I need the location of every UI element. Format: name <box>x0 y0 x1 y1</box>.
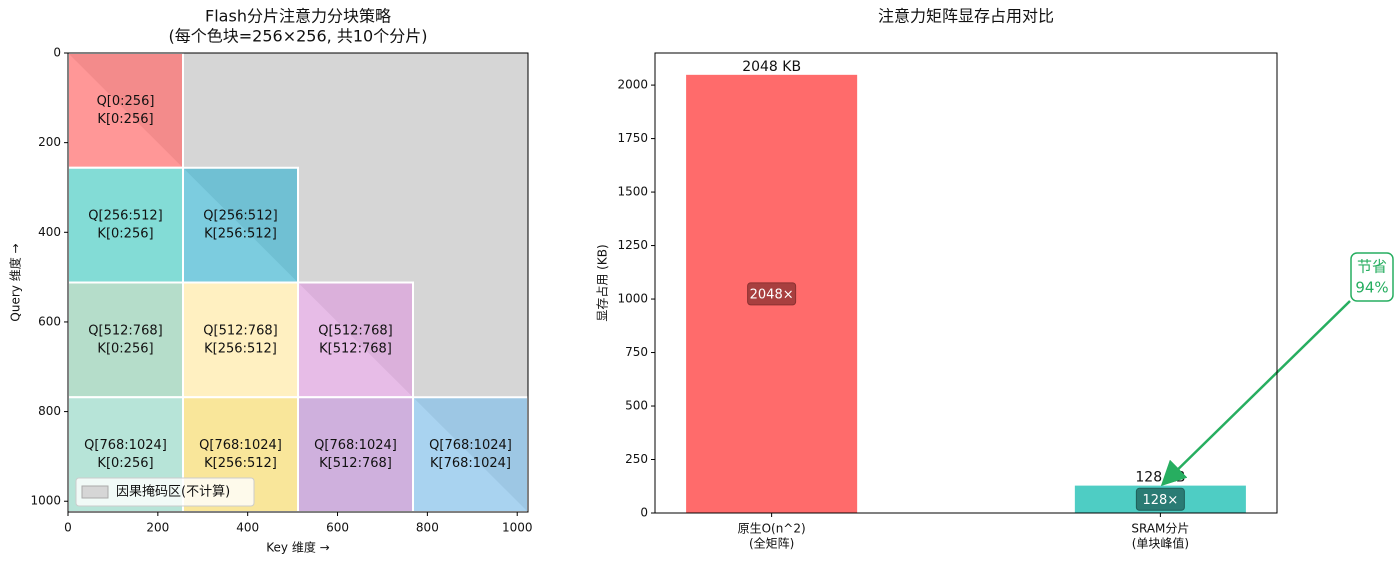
value-label: 128 KB <box>1135 470 1185 486</box>
inner-label-box <box>1135 487 1185 511</box>
x-tick-label: 200 <box>146 521 169 535</box>
annotation-box <box>1350 252 1394 302</box>
legend-box <box>75 477 255 507</box>
y-axis-label: Query 维度 → <box>8 243 23 321</box>
tile <box>412 396 529 513</box>
y-tick-label: 0 <box>640 506 648 520</box>
tile <box>182 281 299 399</box>
tile-label: K[256:512] <box>204 456 277 471</box>
y-tick-label: 250 <box>625 452 648 466</box>
legend-label: 因果掩码区(不计算) <box>116 485 230 500</box>
y-tick-label: 600 <box>38 314 61 328</box>
y-tick-label: 1000 <box>30 494 61 508</box>
tile-label: Q[768:1024] <box>314 438 397 453</box>
x-tick-label: SRAM分片 <box>1131 522 1189 536</box>
tile <box>182 166 299 284</box>
inner-label-box <box>747 282 797 306</box>
y-tick-label: 2000 <box>617 78 648 92</box>
tile <box>67 281 184 399</box>
tile-label: K[256:512] <box>204 227 277 242</box>
annotation-arrow <box>1160 300 1351 487</box>
x-tick-label: 0 <box>64 521 72 535</box>
tile-label: K[0:256] <box>97 112 153 127</box>
y-tick-label: 1250 <box>617 238 648 252</box>
axes-frame <box>654 52 1278 514</box>
legend-swatch <box>81 485 109 499</box>
annotation-text: 节省 <box>1357 258 1387 276</box>
y-axis-label: 显存占用 (KB) <box>595 244 610 321</box>
y-tick-label: 1750 <box>617 131 648 145</box>
inner-label: 128× <box>1143 493 1179 508</box>
x-tick-label: 600 <box>326 521 349 535</box>
y-tick-label: 1500 <box>617 185 648 199</box>
chart-title: 注意力矩阵显存占用对比 <box>878 7 1054 26</box>
chart-title: (每个色块=256×256, 共10个分片) <box>169 27 428 46</box>
y-tick-label: 200 <box>38 135 61 149</box>
x-tick-label: 1000 <box>502 521 533 535</box>
chart-title: Flash分片注意力分块策略 <box>205 7 391 26</box>
axes-frame <box>67 52 529 513</box>
tile-label: Q[512:768] <box>88 323 162 338</box>
tile-label: K[256:512] <box>204 341 277 356</box>
tile-label: K[768:1024] <box>430 456 511 471</box>
tile-label: K[0:256] <box>97 341 153 356</box>
value-label: 2048 KB <box>742 59 801 75</box>
tile-label: K[512:768] <box>319 341 392 356</box>
y-tick-label: 1000 <box>617 292 648 306</box>
annotation-text: 94% <box>1355 279 1388 297</box>
x-tick-label: 400 <box>236 521 259 535</box>
tile-label: Q[768:1024] <box>199 438 282 453</box>
legend: 因果掩码区(不计算) <box>75 477 255 507</box>
inner-label: 2048× <box>750 287 794 302</box>
x-tick-label: 800 <box>416 521 439 535</box>
tile-label: K[0:256] <box>97 227 153 242</box>
x-tick-label: 原生O(n^2) <box>738 522 806 536</box>
tile-label: Q[0:256] <box>97 94 155 109</box>
y-tick-label: 750 <box>625 345 648 359</box>
tile-label: Q[512:768] <box>318 323 392 338</box>
tile <box>297 396 414 513</box>
tile-label: K[512:768] <box>319 456 392 471</box>
tile-label: Q[256:512] <box>203 209 277 224</box>
x-tick-label: (单块峰值) <box>1132 536 1189 551</box>
y-tick-label: 0 <box>53 46 61 60</box>
tile <box>67 52 184 169</box>
x-axis-label: Key 维度 → <box>266 540 329 555</box>
x-tick-label: (全矩阵) <box>749 536 794 551</box>
tile-label: Q[256:512] <box>88 209 162 224</box>
y-tick-label: 400 <box>38 225 61 239</box>
tile <box>297 281 414 399</box>
tile-label: K[0:256] <box>97 456 153 471</box>
tile-label: Q[512:768] <box>203 323 277 338</box>
tile <box>67 166 184 284</box>
tile-label: Q[768:1024] <box>429 438 512 453</box>
tile-label: Q[768:1024] <box>84 438 167 453</box>
y-tick-label: 800 <box>38 404 61 418</box>
y-tick-label: 500 <box>625 399 648 413</box>
